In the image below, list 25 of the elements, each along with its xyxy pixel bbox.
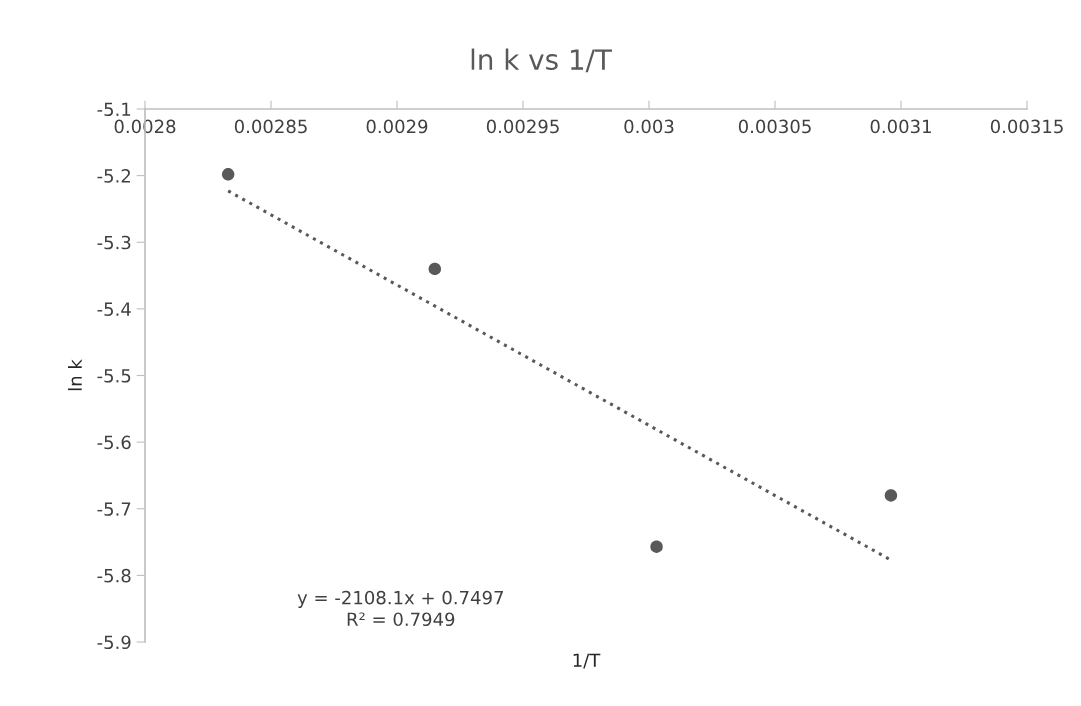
x-tick-label: 0.00285 [234, 119, 307, 134]
x-tick-label: 0.00315 [990, 119, 1063, 134]
annotation: y = -2108.1x + 0.7497 R² = 0.7949 [297, 590, 503, 627]
y-tick-label: -5.1 [97, 102, 131, 117]
x-tick-label: 0.0029 [366, 119, 428, 134]
point [221, 168, 235, 181]
chart-title: ln k vs 1/T [471, 48, 612, 73]
x-tick-label: 0.00305 [738, 119, 811, 134]
y-axis-title: ln k [67, 359, 82, 391]
y-tick-label: -5.6 [97, 435, 131, 450]
x-tick-label: 0.00295 [486, 119, 559, 134]
y-tick-label: -5.9 [97, 635, 131, 650]
y-tick-label: -5.2 [97, 169, 130, 183]
y-tick-label: -5.5 [97, 369, 131, 383]
y-tick-label: -5.4 [97, 302, 131, 316]
x-tick-label: 0.0031 [870, 119, 931, 134]
y-tick-label: -5.7 [97, 502, 131, 516]
point [650, 540, 663, 553]
point [884, 489, 898, 502]
y-tick-label: -5.3 [97, 235, 131, 250]
x-axis-title: 1/T [573, 653, 601, 669]
x-tick-label: 0.003 [624, 119, 674, 134]
x-tick-label: 0.0028 [114, 119, 176, 134]
y-tick-label: -5.8 [97, 568, 131, 583]
point [428, 262, 442, 276]
